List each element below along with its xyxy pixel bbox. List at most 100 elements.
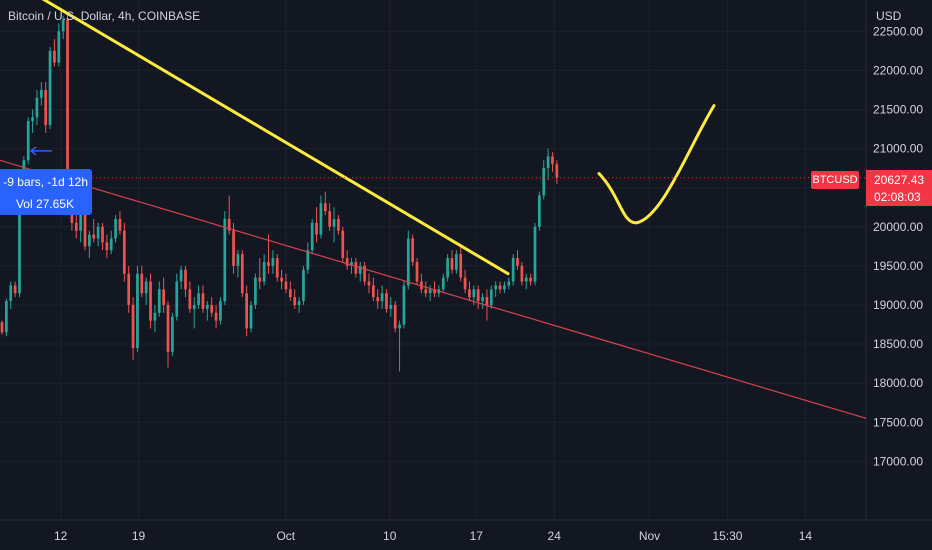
candle-body bbox=[83, 211, 87, 247]
y-tick-label: 20000.00 bbox=[873, 220, 923, 234]
candle-body bbox=[450, 258, 454, 270]
candle-body bbox=[223, 218, 227, 302]
candle-body bbox=[341, 230, 345, 259]
candle-body bbox=[136, 273, 139, 348]
candle-body bbox=[393, 304, 397, 329]
candle-body bbox=[149, 281, 152, 321]
candle-body bbox=[227, 218, 231, 231]
x-tick-label: Nov bbox=[639, 529, 660, 543]
candle-body bbox=[507, 281, 511, 286]
candle-body bbox=[192, 304, 196, 309]
x-tick-label: 14 bbox=[799, 529, 813, 543]
candle-body bbox=[5, 301, 8, 333]
candle-body bbox=[551, 156, 554, 165]
candle-body bbox=[131, 304, 135, 348]
candle-body bbox=[31, 117, 34, 122]
candle-body bbox=[433, 289, 436, 294]
candle-body bbox=[533, 226, 537, 282]
candle-body bbox=[57, 31, 61, 63]
candle-body bbox=[284, 281, 288, 290]
candle-body bbox=[39, 89, 43, 98]
measure-volume-text: Vol 27.65K bbox=[15, 197, 74, 211]
candle-body bbox=[459, 254, 463, 278]
candle-body bbox=[328, 211, 332, 227]
y-tick-label: 22000.00 bbox=[873, 63, 923, 77]
candle-body bbox=[101, 226, 104, 243]
resistance-trendline bbox=[41, 0, 510, 276]
candle-body bbox=[424, 289, 428, 294]
candle-body bbox=[205, 304, 209, 309]
candle-body bbox=[319, 203, 323, 235]
candle-body bbox=[402, 285, 406, 325]
last-price-badge: 20627.43 02:08:03 bbox=[866, 170, 932, 206]
candle-body bbox=[0, 322, 4, 333]
candle-body bbox=[411, 238, 415, 262]
candle-body bbox=[44, 89, 48, 126]
candle-body bbox=[323, 203, 327, 212]
candle-body bbox=[127, 273, 131, 305]
candle-body bbox=[463, 277, 467, 290]
candle-body bbox=[555, 164, 559, 178]
candle-body bbox=[249, 304, 253, 329]
candle-body bbox=[481, 297, 484, 302]
candle-body bbox=[35, 97, 39, 118]
candle-body bbox=[489, 289, 493, 305]
candle-body bbox=[354, 261, 358, 274]
candle-body bbox=[441, 277, 445, 290]
candle-body bbox=[446, 258, 449, 278]
candle-body bbox=[385, 293, 388, 309]
x-tick-label: 17 bbox=[470, 529, 484, 543]
candle-body bbox=[494, 285, 498, 290]
candle-body bbox=[358, 265, 362, 274]
candle-body bbox=[297, 301, 301, 305]
candle-body bbox=[363, 265, 366, 282]
y-tick-label: 18000.00 bbox=[873, 376, 923, 390]
y-tick-label: 18500.00 bbox=[873, 337, 923, 351]
candle-body bbox=[367, 281, 371, 286]
candle-body bbox=[232, 230, 235, 266]
candle-body bbox=[275, 258, 279, 278]
y-tick-label: 17000.00 bbox=[873, 454, 923, 468]
candle-body bbox=[389, 304, 393, 309]
candle-body bbox=[236, 254, 240, 266]
candle-body bbox=[332, 218, 336, 227]
candle-body bbox=[520, 265, 524, 282]
candle-body bbox=[306, 250, 310, 270]
candle-body bbox=[406, 238, 410, 286]
candle-body bbox=[66, 19, 69, 192]
candle-body bbox=[288, 289, 292, 298]
candle-body bbox=[398, 324, 401, 329]
candle-body bbox=[428, 289, 432, 294]
chart-title: Bitcoin / U.S. Dollar, 4h, COINBASE bbox=[8, 9, 201, 23]
candle-body bbox=[219, 301, 222, 321]
x-tick-label: 19 bbox=[132, 529, 146, 543]
y-tick-label: 21000.00 bbox=[873, 142, 923, 156]
candle-body bbox=[144, 281, 148, 294]
candle-body bbox=[258, 277, 262, 282]
y-tick-label: 22500.00 bbox=[873, 24, 923, 38]
candle-body bbox=[114, 218, 117, 239]
candle-body bbox=[140, 273, 144, 294]
candle-body bbox=[240, 254, 244, 294]
candle-body bbox=[476, 289, 480, 302]
y-tick-label: 19500.00 bbox=[873, 259, 923, 273]
candle-body bbox=[345, 258, 349, 266]
y-tick-label: 21500.00 bbox=[873, 102, 923, 116]
candle-body bbox=[109, 238, 113, 251]
candle-body bbox=[529, 277, 532, 282]
candle-body bbox=[380, 293, 384, 302]
x-tick-label: 12 bbox=[54, 529, 68, 543]
candle-body bbox=[271, 258, 275, 266]
candle-body bbox=[179, 269, 183, 282]
candle-body bbox=[201, 293, 205, 309]
symbol-badge: BTCUSD bbox=[811, 171, 859, 189]
candle-body bbox=[74, 222, 78, 231]
candle-body bbox=[13, 285, 17, 294]
candle-body bbox=[153, 312, 157, 321]
candle-body bbox=[214, 312, 218, 321]
candle-body bbox=[262, 261, 266, 282]
candle-body bbox=[503, 285, 506, 290]
candle-body bbox=[9, 285, 13, 302]
